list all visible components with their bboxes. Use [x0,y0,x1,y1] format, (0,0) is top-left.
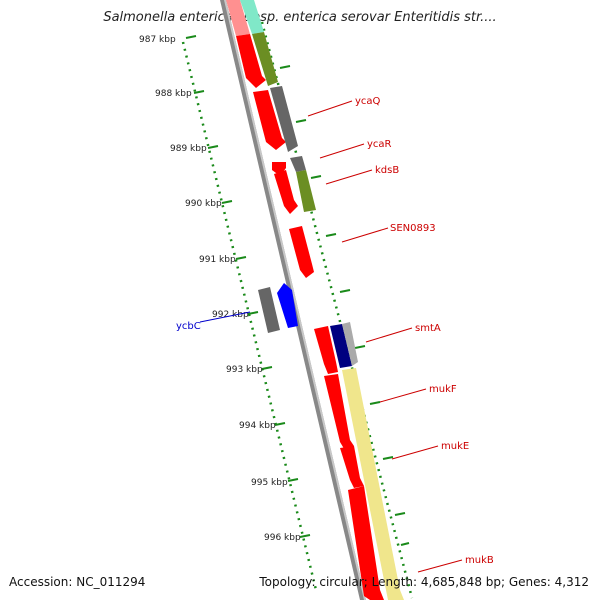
gene-labels: ycaQ ycaR kdsB SEN0893 ycbC smtA mukF mu… [176,96,494,566]
gene-label-smta: smtA [415,323,441,334]
gene-feature [314,326,338,374]
gene-label-mukb: mukB [465,555,494,566]
kbp-label: 994 kbp [239,421,276,431]
map-title: Salmonella enterica subsp. enterica sero… [103,10,497,25]
kbp-label: 995 kbp [251,478,288,488]
gene-feature [340,446,364,488]
gene-feature [277,283,298,328]
kbp-labels: 987 kbp 988 kbp 989 kbp 990 kbp 991 kbp … [139,35,301,543]
gene-feature [240,0,264,34]
gene-feature [324,374,354,452]
gene-label-sen0893: SEN0893 [390,223,436,234]
gene-feature [342,322,358,366]
kbp-label: 988 kbp [155,89,192,99]
gene-feature [274,170,298,214]
gene-feature [252,32,278,86]
gene-feature [348,486,384,600]
kbp-label: 996 kbp [264,533,301,543]
kbp-label: 993 kbp [226,365,263,375]
topology-text: Topology: circular; Length: 4,685,848 bp… [259,575,589,589]
gene-feature [290,156,306,172]
gene-label-ycbc: ycbC [176,321,201,332]
kbp-label: 990 kbp [185,199,222,209]
gene-feature [330,324,352,368]
gene-label-ycaq: ycaQ [355,96,381,107]
kbp-label: 992 kbp [212,310,249,320]
gene-label-kdsb: kdsB [375,165,399,176]
outer-ticks [279,65,410,546]
label-lines [199,100,463,573]
gene-label-ycar: ycaR [367,139,392,150]
gene-feature [253,90,286,150]
kbp-label: 991 kbp [199,255,236,265]
kbp-label: 987 kbp [139,35,176,45]
gene-label-muke: mukE [441,441,469,452]
gene-feature [270,86,298,152]
gene-feature [296,170,316,212]
gene-feature [226,0,250,36]
gene-label-mukf: mukF [429,384,457,395]
gene-feature [258,287,280,333]
gene-feature [236,34,266,88]
gene-feature [289,226,314,278]
kbp-label: 989 kbp [170,144,207,154]
inner-dotted-ruler [181,41,318,591]
accession-text: Accession: NC_011294 [9,575,146,589]
kbp-ticks [185,35,311,538]
gene-feature [342,368,404,600]
gene-features [226,0,404,600]
